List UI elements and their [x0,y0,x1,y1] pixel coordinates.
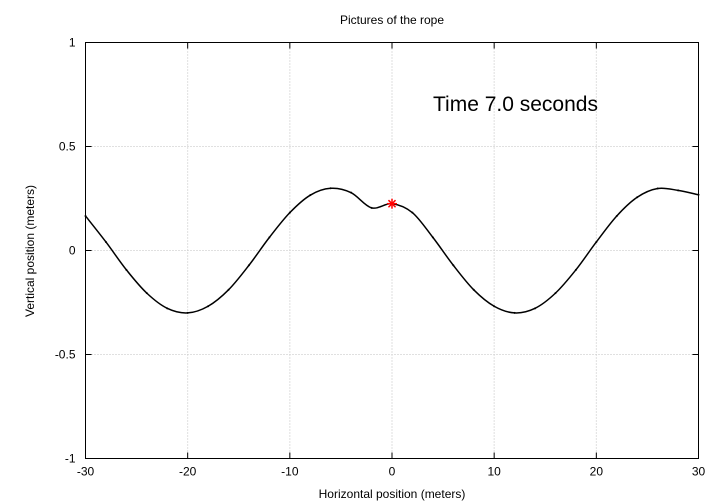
rope-point [104,240,107,243]
chart-title: Pictures of the rope [340,13,444,27]
rope-point [186,311,189,314]
rope-point [697,193,700,196]
grid-lines [85,42,699,459]
y-axis-label: Vertical position (meters) [23,185,37,317]
time-annotation: Time 7.0 seconds [433,93,598,116]
rope-point [472,288,475,291]
rope-point [370,206,373,209]
rope-point [513,311,516,314]
rope-point [207,305,210,308]
x-tick-label: -10 [281,465,299,479]
rope-point [350,191,353,194]
x-tick-label: 0 [389,465,396,479]
y-tick-label: 0 [69,244,76,258]
rope-point [554,292,557,295]
y-tick-labels: 1 0.5 0 -0.5 -1 [55,36,76,466]
rope-point [227,288,230,291]
x-tick-labels: -30 -20 -10 0 10 20 30 [77,465,706,479]
rope-point [145,292,148,295]
x-tick-label: 20 [590,465,604,479]
rope-point [656,187,659,190]
tracked-point-marker [387,198,397,209]
rope-point [329,187,332,190]
rope-point [595,240,598,243]
rope-point [84,214,87,217]
y-tick-label: 0.5 [59,140,76,154]
rope-point [166,307,169,310]
x-tick-label: -20 [179,465,197,479]
x-tick-label: 30 [692,465,706,479]
rope-point [431,236,434,239]
rope-point [288,211,291,214]
rope-point [268,236,271,239]
y-tick-label: 1 [69,36,76,50]
rope-point [247,264,250,267]
axis-ticks [85,42,699,459]
y-tick-label: -1 [65,452,76,466]
x-tick-label: -30 [77,465,95,479]
rope-point [125,268,128,271]
rope-point [677,189,680,192]
marker-layer [387,198,397,209]
rope-point [636,196,639,199]
x-tick-label: 10 [487,465,501,479]
rope-point [615,214,618,217]
rope-point [493,305,496,308]
rope-point [411,211,414,214]
rope-point [574,268,577,271]
x-axis-label: Horizontal position (meters) [319,487,466,501]
rope-point [452,264,455,267]
rope-point [534,307,537,310]
y-tick-label: -0.5 [55,348,76,362]
rope-point [309,194,312,197]
